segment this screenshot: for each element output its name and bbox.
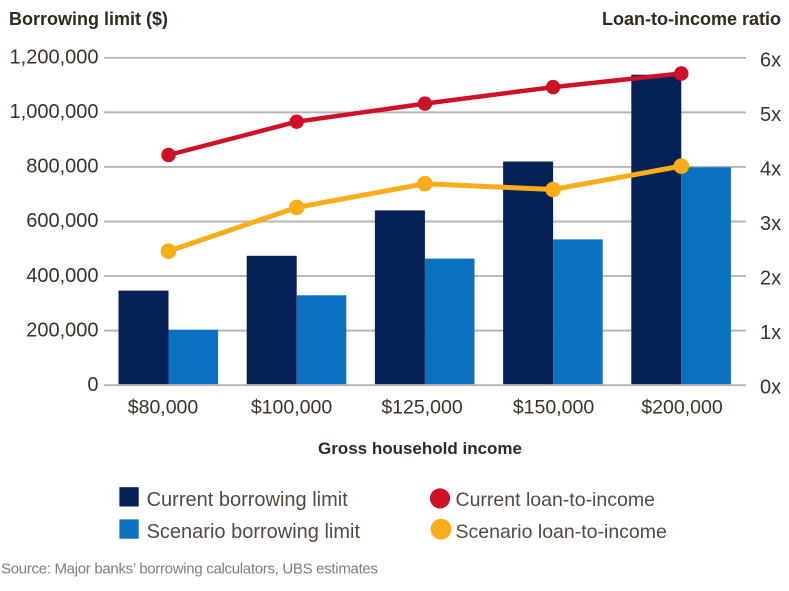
- svg-text:1x: 1x: [760, 322, 781, 344]
- svg-text:6x: 6x: [760, 49, 781, 71]
- svg-text:Loan-to-income ratio: Loan-to-income ratio: [602, 9, 781, 29]
- svg-text:$125,000: $125,000: [381, 396, 462, 418]
- svg-text:800,000: 800,000: [26, 156, 98, 178]
- svg-text:Scenario loan-to-income: Scenario loan-to-income: [456, 521, 667, 543]
- svg-text:4x: 4x: [760, 158, 781, 180]
- svg-text:Gross household income: Gross household income: [318, 439, 522, 458]
- svg-text:200,000: 200,000: [26, 319, 98, 341]
- svg-text:0: 0: [87, 374, 98, 396]
- svg-text:Source: Major banks’ borrowing: Source: Major banks’ borrowing calculato…: [1, 561, 378, 578]
- svg-text:0x: 0x: [760, 377, 781, 399]
- svg-text:$200,000: $200,000: [641, 396, 722, 418]
- svg-text:$100,000: $100,000: [251, 396, 332, 418]
- svg-text:Current loan-to-income: Current loan-to-income: [456, 489, 655, 511]
- svg-text:3x: 3x: [760, 213, 781, 235]
- svg-text:Scenario borrowing limit: Scenario borrowing limit: [147, 521, 361, 543]
- svg-text:2x: 2x: [760, 268, 781, 290]
- svg-text:600,000: 600,000: [26, 210, 98, 232]
- svg-text:$80,000: $80,000: [128, 396, 199, 418]
- svg-text:Current borrowing limit: Current borrowing limit: [147, 489, 349, 511]
- svg-text:Borrowing limit ($): Borrowing limit ($): [9, 9, 168, 29]
- svg-text:1,000,000: 1,000,000: [10, 101, 99, 123]
- svg-text:5x: 5x: [760, 104, 781, 126]
- svg-text:1,200,000: 1,200,000: [10, 47, 99, 69]
- svg-text:$150,000: $150,000: [513, 396, 594, 418]
- svg-text:400,000: 400,000: [26, 265, 98, 287]
